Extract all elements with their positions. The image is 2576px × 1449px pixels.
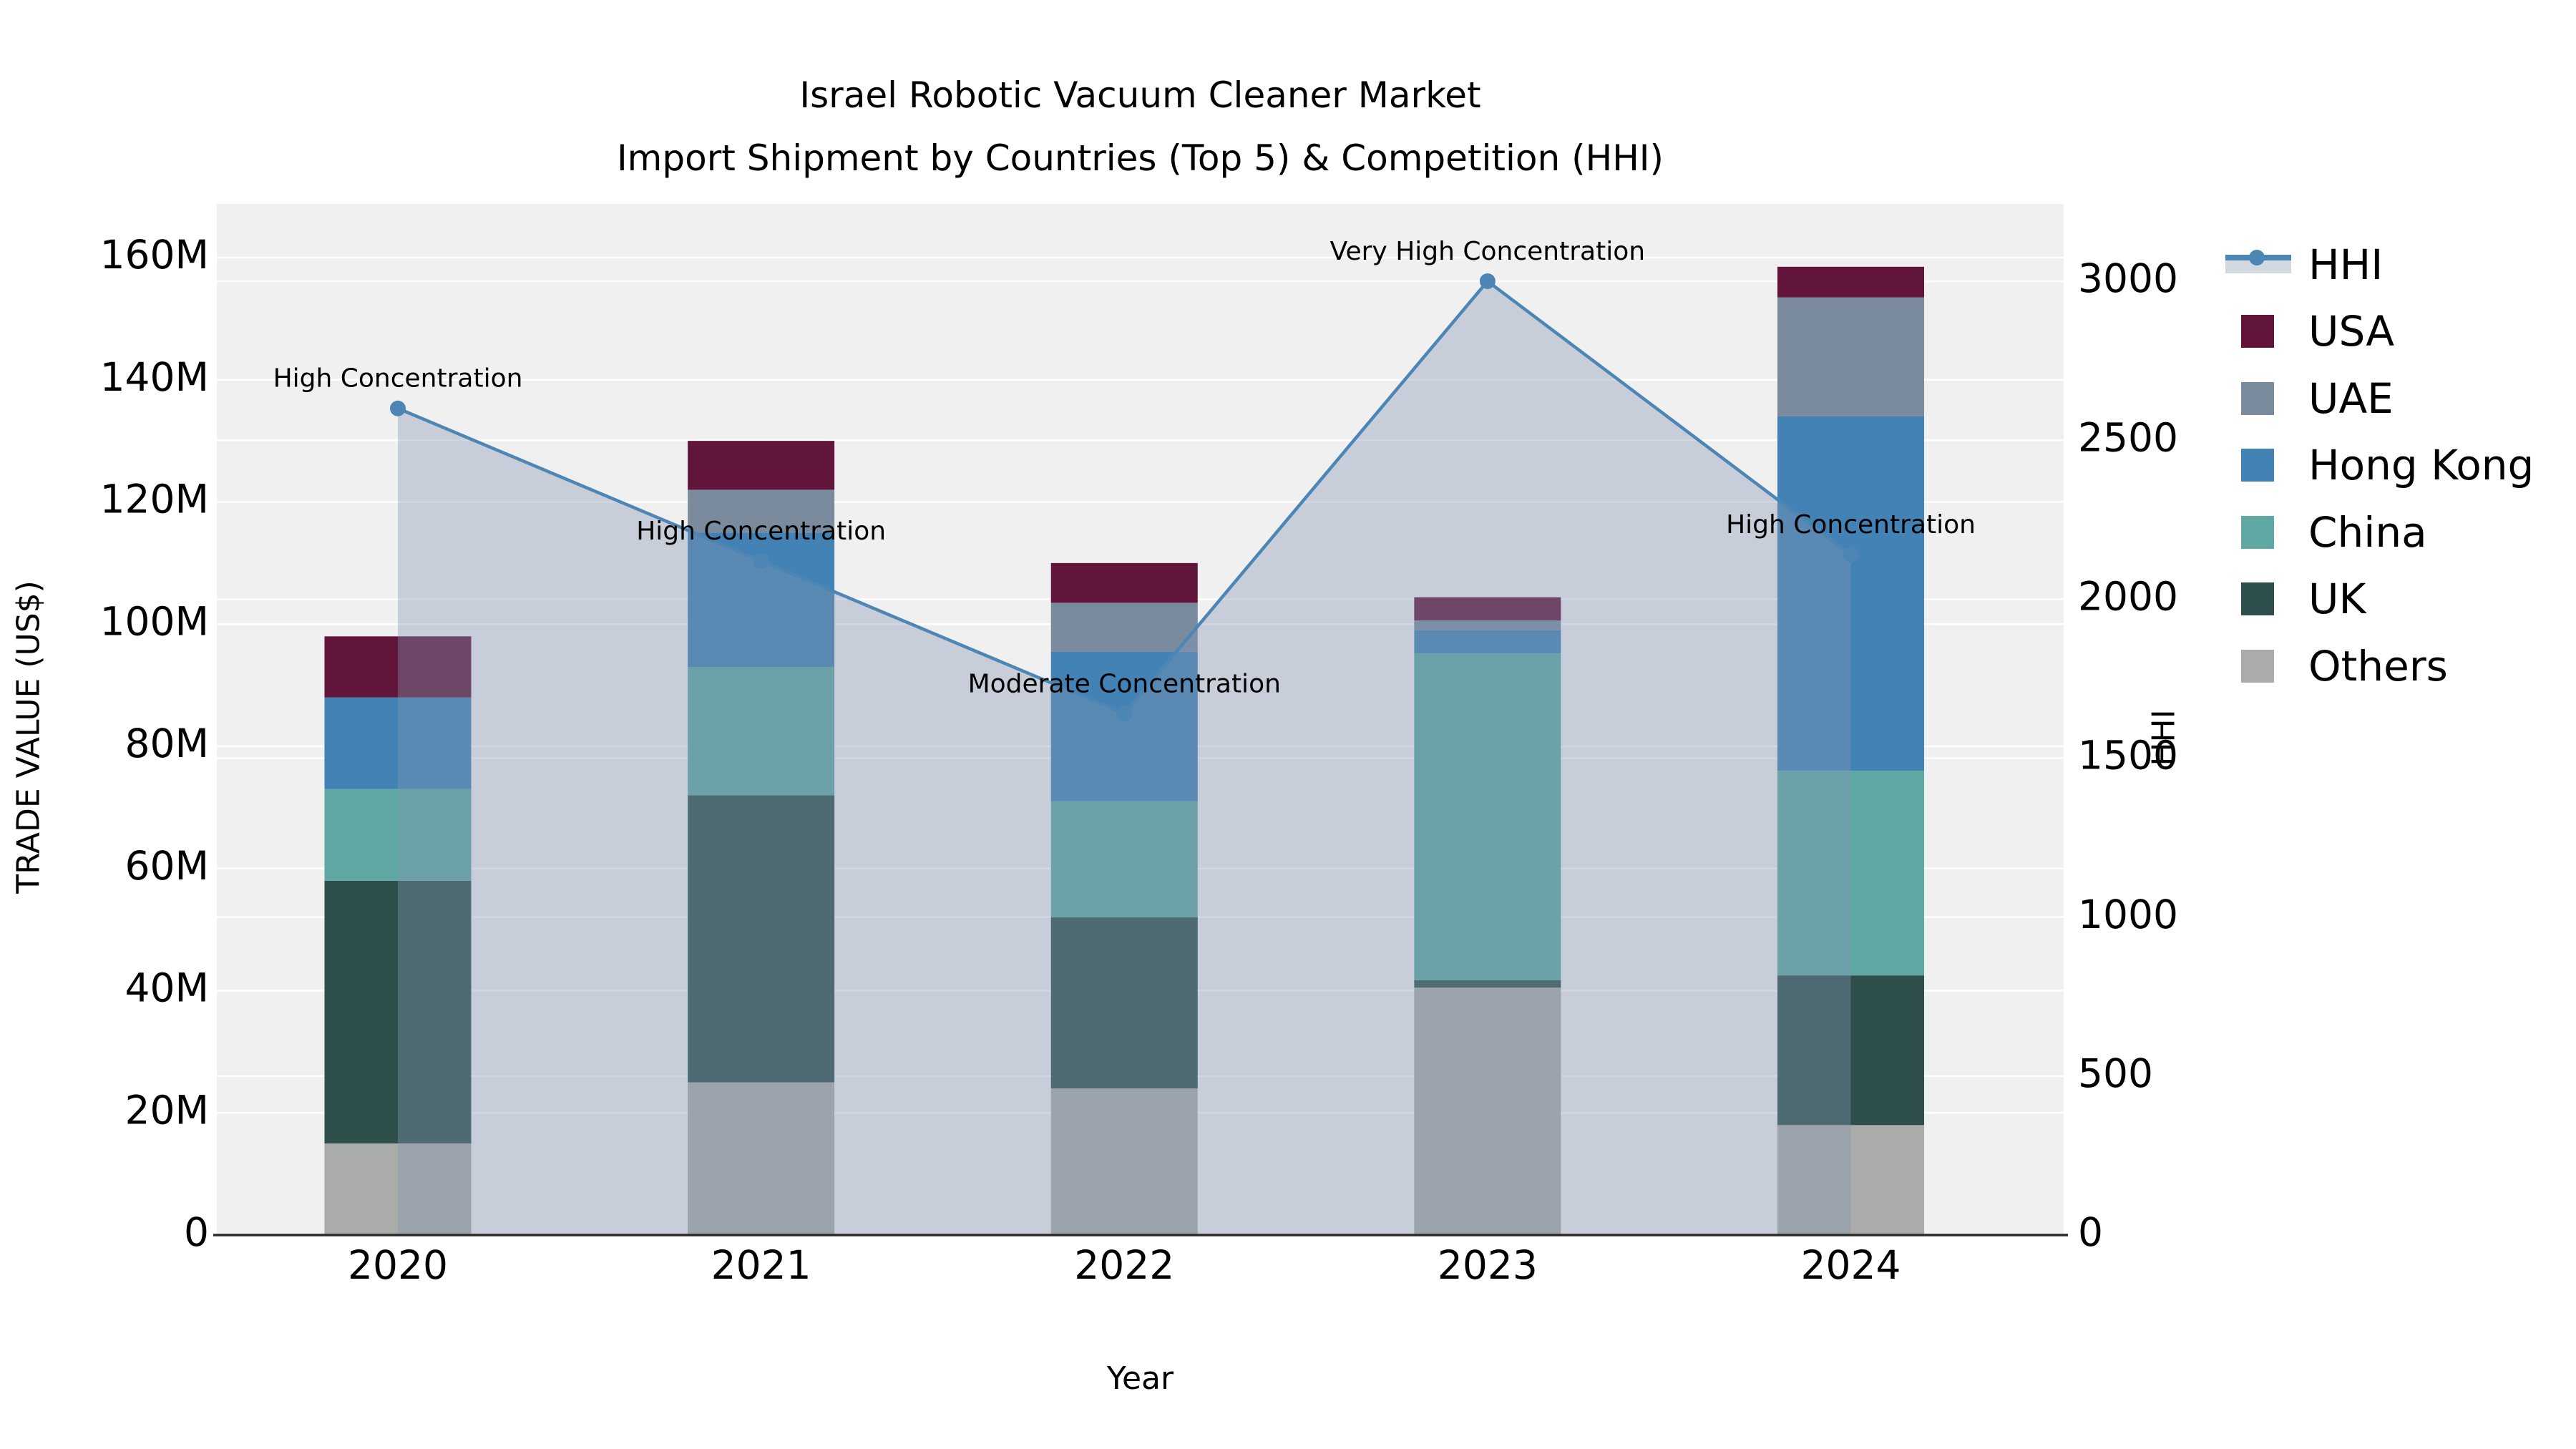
uk-swatch <box>2224 582 2296 616</box>
annotation-2020: High Concentration <box>273 364 523 394</box>
y-left-tick-120M: 120M <box>100 477 209 522</box>
x-tick-2020: 2020 <box>348 1242 448 1288</box>
y-axis-title-right: HHI <box>2145 709 2182 766</box>
bar-segment-china-2024[interactable] <box>1777 771 1924 976</box>
bar-segment-china-2020[interactable] <box>324 789 472 881</box>
y-right-tick-1500: 1500 <box>2078 733 2178 779</box>
hhi-area <box>398 281 1851 1235</box>
hhi-point-2020[interactable] <box>390 400 406 416</box>
x-tick-2021: 2021 <box>711 1242 811 1288</box>
legend-label-others: Others <box>2308 641 2448 691</box>
bar-segment-uae-2021[interactable] <box>688 489 835 533</box>
legend-label-usa: USA <box>2308 307 2395 356</box>
bar-segment-others-2022[interactable] <box>1050 1088 1198 1235</box>
y-left-tick-20M: 20M <box>125 1087 209 1133</box>
y-left-tick-40M: 40M <box>125 965 209 1011</box>
legend-label-uk: UK <box>2308 575 2366 624</box>
legend-item-usa[interactable]: USA <box>2224 298 2534 366</box>
y-right-tick-2500: 2500 <box>2078 414 2178 460</box>
bar-segment-hong-kong-2020[interactable] <box>324 697 472 789</box>
uk-color-swatch <box>2241 582 2274 616</box>
bar-segment-uae-2024[interactable] <box>1777 297 1924 416</box>
bar-segment-uk-2023[interactable] <box>1414 980 1561 988</box>
y-left-tick-60M: 60M <box>125 843 209 889</box>
bar-segment-usa-2020[interactable] <box>324 636 472 698</box>
y-right-tick-3000: 3000 <box>2078 255 2178 301</box>
y-right-tick-2000: 2000 <box>2078 573 2178 619</box>
chart-title-line1: Israel Robotic Vacuum Cleaner Market <box>799 74 1481 116</box>
x-tick-2023: 2023 <box>1438 1242 1538 1288</box>
legend-label-hong-kong: Hong Kong <box>2308 441 2534 490</box>
annotation-2023: Very High Concentration <box>1330 237 1645 266</box>
bar-segment-uae-2023[interactable] <box>1414 620 1561 630</box>
bar-segment-uk-2020[interactable] <box>324 880 472 1143</box>
chart-title-line2: Import Shipment by Countries (Top 5) & C… <box>616 137 1664 179</box>
china-swatch <box>2224 515 2296 549</box>
bar-segment-hong-kong-2024[interactable] <box>1777 416 1924 771</box>
bar-segment-uk-2021[interactable] <box>688 795 835 1083</box>
legend-item-china[interactable]: China <box>2224 499 2534 566</box>
legend-item-uae[interactable]: UAE <box>2224 365 2534 432</box>
x-axis-title: Year <box>1106 1360 1174 1397</box>
y-right-tick-500: 500 <box>2078 1050 2153 1096</box>
china-color-swatch <box>2241 515 2274 549</box>
bar-segment-others-2023[interactable] <box>1414 987 1561 1235</box>
y-left-tick-0: 0 <box>184 1209 209 1255</box>
bar-segment-uae-2022[interactable] <box>1050 602 1198 652</box>
hhi-point-2021[interactable] <box>753 553 769 570</box>
others-color-swatch <box>2241 649 2274 683</box>
bar-segment-others-2020[interactable] <box>324 1143 472 1235</box>
uae-swatch <box>2224 381 2296 415</box>
legend-label-hhi: HHI <box>2308 240 2384 289</box>
legend-item-hhi[interactable]: HHI <box>2224 231 2534 298</box>
hhi-point-2023[interactable] <box>1479 273 1496 289</box>
bar-segment-uk-2022[interactable] <box>1050 917 1198 1089</box>
legend-item-others[interactable]: Others <box>2224 633 2534 700</box>
bar-segment-china-2022[interactable] <box>1050 801 1198 918</box>
annotation-2021: High Concentration <box>636 517 886 546</box>
y-left-tick-160M: 160M <box>100 232 209 278</box>
x-tick-2024: 2024 <box>1801 1242 1901 1288</box>
legend-label-uae: UAE <box>2308 374 2394 423</box>
bar-segment-others-2024[interactable] <box>1777 1125 1924 1235</box>
others-swatch <box>2224 649 2296 683</box>
legend-label-china: China <box>2308 507 2427 557</box>
bar-segment-usa-2022[interactable] <box>1050 562 1198 603</box>
bar-segment-hong-kong-2022[interactable] <box>1050 651 1198 801</box>
legend-item-hong-kong[interactable]: Hong Kong <box>2224 432 2534 499</box>
x-tick-2022: 2022 <box>1074 1242 1174 1288</box>
bar-segment-hong-kong-2023[interactable] <box>1414 630 1561 654</box>
legend-item-uk[interactable]: UK <box>2224 566 2534 633</box>
bar-segment-china-2023[interactable] <box>1414 653 1561 980</box>
bar-segment-china-2021[interactable] <box>688 667 835 796</box>
annotation-2022: Moderate Concentration <box>968 669 1281 698</box>
usa-swatch <box>2224 315 2296 348</box>
hhi-point-2022[interactable] <box>1116 706 1133 722</box>
legend: HHI USA UAE Hong Kong China UK Others <box>2224 231 2534 700</box>
annotation-2024: High Concentration <box>1726 510 1976 540</box>
uae-color-swatch <box>2241 381 2274 415</box>
hhi-swatch <box>2224 248 2296 282</box>
y-right-tick-0: 0 <box>2078 1209 2103 1255</box>
y-right-tick-1000: 1000 <box>2078 892 2178 937</box>
y-left-tick-80M: 80M <box>125 721 209 766</box>
y-left-tick-100M: 100M <box>100 598 209 644</box>
bar-segment-others-2021[interactable] <box>688 1082 835 1235</box>
bar-segment-usa-2021[interactable] <box>688 441 835 490</box>
usa-color-swatch <box>2241 315 2274 348</box>
y-axis-title-left: TRADE VALUE (US$) <box>10 580 47 894</box>
bar-segment-uk-2024[interactable] <box>1777 975 1924 1126</box>
bar-segment-usa-2023[interactable] <box>1414 597 1561 621</box>
y-left-tick-140M: 140M <box>100 354 209 400</box>
hong-kong-color-swatch <box>2241 449 2274 482</box>
hhi-point-2024[interactable] <box>1843 547 1859 563</box>
hong-kong-swatch <box>2224 449 2296 482</box>
bar-segment-usa-2024[interactable] <box>1777 266 1924 298</box>
